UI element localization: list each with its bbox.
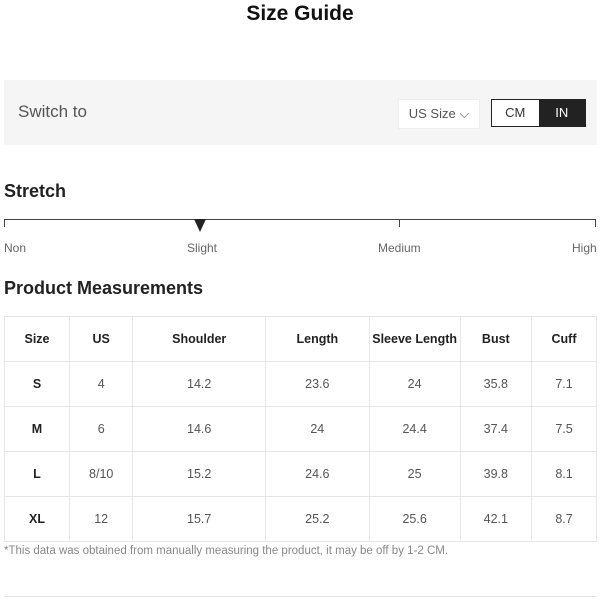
table-row: M 6 14.6 24 24.4 37.4 7.5 — [4, 406, 597, 452]
stretch-scale — [4, 219, 596, 228]
column-header: Size — [4, 316, 70, 362]
column-header: Sleeve Length — [368, 316, 461, 362]
table-row: XL 12 15.7 25.2 25.6 42.1 8.7 — [4, 496, 597, 542]
table-cell: 14.2 — [132, 361, 267, 407]
stretch-marker-icon — [194, 219, 206, 232]
table-cell: 24 — [368, 361, 461, 407]
unit-toggle: CM IN — [491, 99, 586, 127]
table-cell: 7.5 — [531, 406, 597, 452]
table-row: L 8/10 15.2 24.6 25 39.8 8.1 — [4, 451, 597, 497]
table-cell: 14.6 — [132, 406, 267, 452]
table-cell: 24.4 — [368, 406, 461, 452]
column-header: Shoulder — [132, 316, 267, 362]
stretch-level-slight: Slight — [187, 241, 218, 255]
table-cell: 4 — [68, 361, 134, 407]
stretch-level-medium: Medium — [378, 241, 421, 255]
table-cell: 7.1 — [531, 361, 597, 407]
table-cell: 15.7 — [132, 496, 267, 542]
scale-tick — [399, 220, 400, 227]
chevron-down-icon: ⌵ — [459, 106, 470, 121]
table-cell: 25.6 — [368, 496, 461, 542]
measurements-table: Size US Shoulder Length Sleeve Length Bu… — [4, 316, 597, 542]
table-cell: 12 — [68, 496, 134, 542]
stretch-heading: Stretch — [4, 181, 67, 201]
table-cell: 25.2 — [265, 496, 370, 542]
scale-tick — [595, 220, 596, 227]
stretch-level-non: Non — [4, 241, 27, 255]
table-cell: M — [4, 406, 70, 452]
switch-label: Switch to — [18, 102, 87, 121]
divider — [4, 596, 597, 597]
table-cell: 8.1 — [531, 451, 597, 497]
table-cell: 24.6 — [265, 451, 370, 497]
table-cell: 8.7 — [531, 496, 597, 542]
table-cell: 15.2 — [132, 451, 267, 497]
table-cell: XL — [4, 496, 70, 542]
stretch-level-high: High — [572, 241, 597, 255]
unit-in-button[interactable]: IN — [538, 100, 585, 126]
table-cell: 6 — [68, 406, 134, 452]
table-cell: 42.1 — [459, 496, 533, 542]
size-system-select[interactable]: US Size ⌵ — [398, 99, 480, 129]
table-header: Size US Shoulder Length Sleeve Length Bu… — [4, 316, 597, 362]
table-cell: 37.4 — [459, 406, 533, 452]
table-cell: L — [4, 451, 70, 497]
table-cell: 39.8 — [459, 451, 533, 497]
table-cell: 35.8 — [459, 361, 533, 407]
page-title: Size Guide — [246, 2, 354, 25]
column-header: US — [68, 316, 134, 362]
unit-cm-button[interactable]: CM — [492, 100, 539, 126]
measurement-note: *This data was obtained from manually me… — [4, 545, 449, 557]
table-cell: S — [4, 361, 70, 407]
table-row: S 4 14.2 23.6 24 35.8 7.1 — [4, 361, 597, 407]
table-cell: 23.6 — [265, 361, 370, 407]
select-value: US Size — [408, 106, 456, 121]
switch-bar: Switch to US Size ⌵ CM IN — [4, 80, 597, 145]
column-header: Length — [265, 316, 370, 362]
scale-tick — [4, 220, 5, 227]
measurements-heading: Product Measurements — [4, 278, 204, 298]
table-cell: 8/10 — [68, 451, 134, 497]
column-header: Cuff — [531, 316, 597, 362]
table-cell: 25 — [368, 451, 461, 497]
column-header: Bust — [459, 316, 533, 362]
table-cell: 24 — [265, 406, 370, 452]
